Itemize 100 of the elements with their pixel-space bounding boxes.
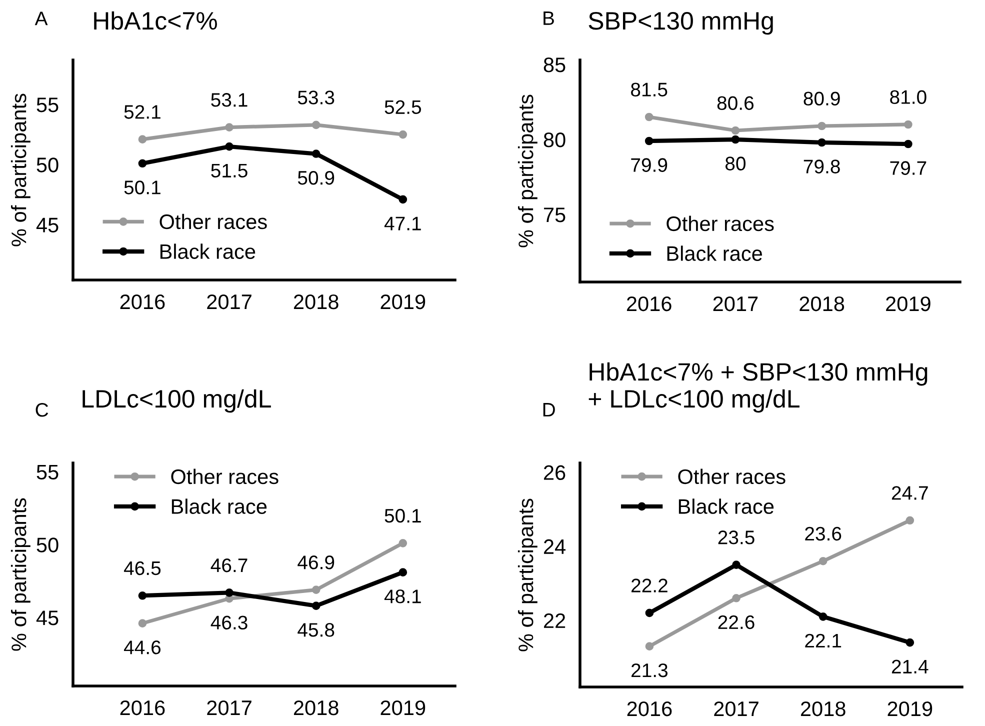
x-tick-label: 2019 — [886, 296, 930, 312]
chart-title: LDLc<100 mg/dL — [82, 389, 271, 413]
x-tick-label: 2016 — [626, 296, 672, 312]
data-label: 23.5 — [718, 530, 754, 544]
data-label: 79.9 — [631, 158, 668, 172]
y-tick-label: 50 — [36, 538, 58, 552]
data-label: 46.7 — [210, 558, 248, 572]
point — [398, 195, 408, 204]
x-tick-label: 2018 — [800, 701, 846, 716]
legend-label: Other races — [678, 468, 786, 484]
data-label: 47.1 — [384, 216, 421, 230]
data-label: 52.1 — [124, 105, 160, 119]
point — [732, 594, 740, 602]
legend-label: Other races — [160, 214, 267, 230]
data-label: 21.3 — [632, 663, 668, 678]
point — [818, 122, 826, 130]
data-label: 53.1 — [211, 93, 248, 107]
data-label: 22.6 — [718, 615, 754, 630]
data-label: 79.8 — [804, 160, 840, 174]
data-label: 22.2 — [632, 578, 668, 592]
point — [225, 588, 234, 597]
point — [818, 612, 828, 621]
y-tick-label: 45 — [36, 610, 58, 626]
y-tick-label: 75 — [544, 208, 566, 222]
y-tick-label: 45 — [36, 218, 58, 232]
data-label: 48.1 — [384, 589, 421, 604]
x-tick-label: 2016 — [120, 294, 165, 310]
data-label: 52.5 — [384, 100, 422, 114]
point — [644, 112, 654, 122]
x-tick-label: 2019 — [380, 700, 426, 716]
data-label: 21.4 — [892, 660, 928, 674]
x-tick-label: 2016 — [120, 700, 165, 716]
data-label: 50.1 — [124, 180, 160, 194]
data-label: 46.3 — [210, 616, 248, 630]
point — [398, 538, 408, 548]
y-axis-title: % of participants — [518, 94, 538, 248]
x-tick-label: 2017 — [207, 294, 252, 310]
point — [398, 130, 408, 139]
x-tick-label: 2018 — [294, 700, 338, 716]
data-label: 81.0 — [890, 90, 926, 104]
data-label: 23.6 — [805, 526, 842, 541]
point — [138, 135, 147, 144]
chart-title: HbA1c<7% — [94, 11, 217, 30]
x-tick-label: 2016 — [627, 701, 672, 716]
data-label: 24.7 — [892, 486, 928, 500]
data-label: 44.6 — [124, 640, 161, 654]
data-label: 22.1 — [805, 634, 842, 648]
point — [225, 123, 234, 132]
data-label: 50.1 — [384, 508, 421, 523]
x-tick-label: 2019 — [380, 294, 426, 310]
y-tick-label: 55 — [36, 98, 58, 112]
point — [398, 568, 408, 576]
text: D — [543, 403, 555, 416]
point — [312, 602, 320, 610]
text: B — [544, 12, 554, 25]
point — [312, 150, 320, 158]
y-axis-title: % of participants — [10, 498, 30, 651]
text: A — [34, 12, 48, 26]
point — [138, 619, 147, 628]
point — [312, 586, 320, 594]
x-tick-label: 2017 — [207, 700, 252, 716]
point — [906, 638, 914, 647]
x-tick-label: 2017 — [714, 701, 758, 716]
text: C — [36, 403, 48, 417]
y-tick-label: 85 — [544, 58, 566, 72]
x-tick-label: 2018 — [800, 296, 844, 312]
point — [904, 140, 912, 148]
data-label: 80 — [725, 156, 746, 170]
data-label: 80.6 — [717, 96, 754, 110]
point — [818, 556, 828, 566]
chart-title: SBP<130 mmHg — [588, 12, 773, 35]
x-tick-label: 2019 — [888, 701, 932, 716]
data-label: 53.3 — [298, 90, 334, 104]
point — [225, 142, 234, 151]
point — [906, 516, 914, 525]
point — [645, 642, 654, 650]
y-tick-label: 50 — [36, 158, 58, 172]
legend-label: Black race — [667, 246, 762, 261]
data-label: 81.5 — [631, 82, 668, 96]
point — [645, 608, 654, 618]
legend-label: Black race — [678, 498, 774, 514]
legend-label: Other races — [171, 468, 278, 484]
y-tick-label: 55 — [36, 464, 58, 480]
point — [138, 591, 147, 600]
data-label: 50.9 — [298, 170, 334, 185]
point — [312, 120, 320, 130]
data-label: 46.5 — [124, 561, 161, 576]
data-label: 45.8 — [298, 623, 334, 637]
data-label: 79.7 — [890, 161, 926, 175]
point — [818, 138, 826, 147]
y-tick-label: 80 — [544, 132, 566, 148]
legend-label: Black race — [172, 498, 267, 514]
point — [732, 560, 740, 569]
y-tick-label: 22 — [544, 613, 566, 628]
x-tick-label: 2018 — [294, 294, 338, 310]
data-label: 80.9 — [804, 92, 840, 106]
point — [731, 135, 740, 144]
x-tick-label: 2017 — [713, 296, 758, 312]
point — [138, 159, 147, 168]
y-axis-title: % of participants — [10, 94, 30, 246]
